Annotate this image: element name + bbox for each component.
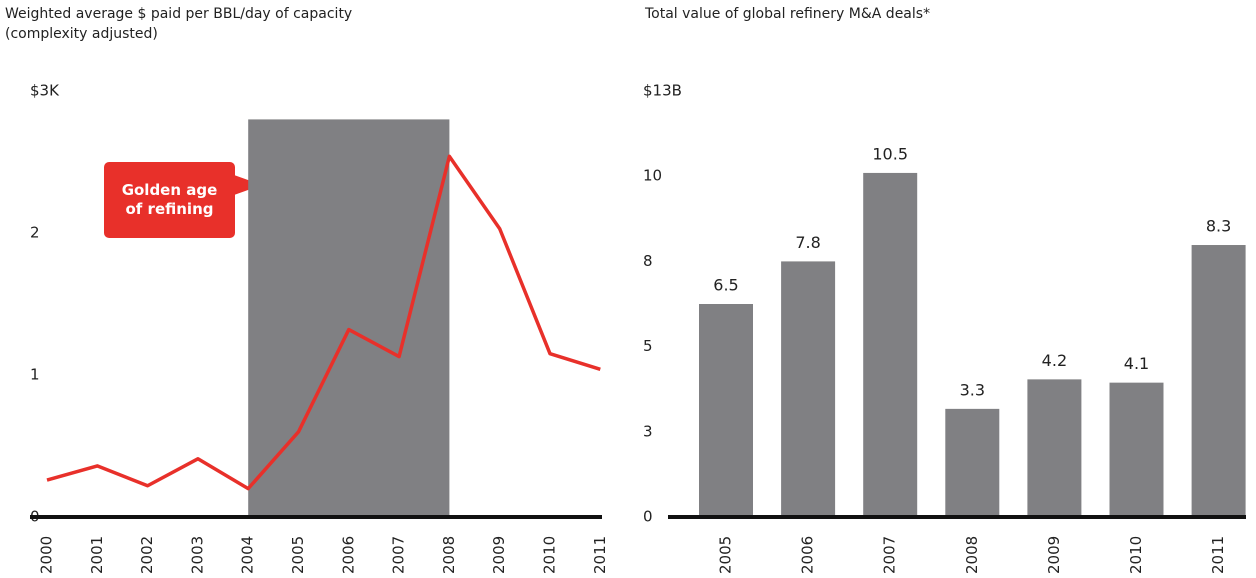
y-tick-label: 3 (643, 422, 653, 440)
bar (945, 408, 1000, 517)
x-tick-label: 2004 (239, 536, 257, 574)
bar (863, 172, 918, 517)
annotation: Golden age of refining (104, 162, 235, 238)
x-tick-label: 2007 (881, 536, 899, 574)
x-tick-label: 2006 (339, 536, 357, 574)
x-tick-label: 2007 (390, 536, 408, 574)
x-tick-label: 2009 (490, 536, 508, 574)
highlight-band (248, 119, 450, 518)
bar (1191, 245, 1246, 517)
x-tick-label: 2011 (591, 536, 609, 574)
bar-value-label: 8.3 (1206, 217, 1231, 236)
bar (699, 304, 753, 517)
x-tick-label: 2002 (138, 536, 156, 574)
annotation-pointer (234, 175, 262, 195)
y-tick-label: 2 (30, 224, 40, 242)
y-tick-label: 1 (30, 366, 40, 384)
chart-title: Weighted average $ paid per BBL/day of c… (5, 6, 352, 22)
y-tick-label: 8 (643, 252, 653, 270)
bar (781, 261, 836, 517)
x-tick-label: 2001 (88, 536, 106, 574)
y-tick-label: 0 (643, 508, 653, 526)
x-tick-label: 2003 (188, 536, 206, 574)
chart-title: (complexity adjusted) (5, 26, 158, 42)
x-tick-label: 2006 (799, 536, 817, 574)
bar-value-label: 4.1 (1124, 354, 1149, 373)
x-tick-label: 2008 (440, 536, 458, 574)
x-tick-label: 2005 (717, 536, 735, 574)
x-tick-label: 2008 (963, 536, 981, 574)
x-tick-label: 2009 (1045, 536, 1063, 574)
x-tick-label: 2010 (541, 536, 559, 574)
y-tick-label: $3K (30, 82, 60, 100)
x-tick-label: 2005 (289, 536, 307, 574)
chart-title: Total value of global refinery M&A deals… (644, 6, 930, 22)
x-tick-label: 2010 (1127, 536, 1145, 574)
bar-value-label: 3.3 (960, 380, 985, 399)
y-tick-label: 5 (643, 337, 653, 355)
bar-value-label: 6.5 (713, 276, 738, 295)
bar-value-label: 7.8 (795, 233, 820, 252)
x-tick-label: 2011 (1209, 536, 1227, 574)
bar (1109, 382, 1164, 517)
y-tick-label: $13B (643, 82, 682, 100)
x-tick-label: 2000 (38, 536, 56, 574)
bar-value-label: 10.5 (872, 144, 908, 163)
bar-value-label: 4.2 (1042, 351, 1067, 370)
y-tick-label: 10 (643, 167, 662, 185)
line-series (46, 154, 601, 491)
bar (1027, 379, 1082, 517)
